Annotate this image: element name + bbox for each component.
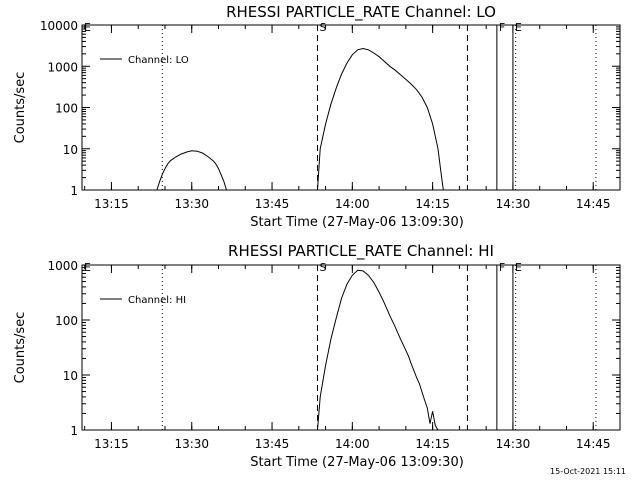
x-tick-label: 13:30 [174,437,209,451]
y-tick-label: 10 [63,369,78,383]
y-tick-label: 1000 [47,259,78,273]
y-tick-label: 10000 [40,19,78,33]
series-line [317,47,444,191]
x-tick-label: 14:00 [335,197,370,211]
chart-title: RHESSI PARTICLE_RATE Channel: HI [228,242,494,261]
footer-timestamp: 15-Oct-2021 15:11 [550,467,626,476]
x-tick-label: 14:30 [496,437,531,451]
marker-label: S [320,21,327,34]
x-axis-label: Start Time (27-May-06 13:09:30) [250,455,464,470]
hi-channel-panel: RHESSI PARTICLE_RATE Channel: HI 13:15 13:… [13,242,621,470]
x-tick-label: 14:30 [496,197,531,211]
x-tick-label: 13:15 [94,437,129,451]
x-tick-label: 14:15 [415,437,450,451]
x-tick-label: 14:00 [335,437,370,451]
marker-label: S [320,261,327,274]
x-tick-label: 14:45 [576,437,611,451]
marker-label: F [499,261,505,274]
plot-frame [81,264,621,431]
y-tick-label: 100 [55,102,78,116]
marker-label: F [499,21,505,34]
y-tick-label: 1 [70,184,78,198]
x-axis-label: Start Time (27-May-06 13:09:30) [250,215,464,230]
x-tick-label: 13:45 [255,197,290,211]
legend-label: Channel: HI [128,295,186,306]
y-axis-label: Counts/sec [13,312,28,384]
legend-label: Channel: LO [128,55,189,66]
series-line [156,150,227,191]
marker-label: E [515,261,522,274]
y-axis-label: Counts/sec [13,72,28,144]
marker-label: E [84,21,91,34]
y-tick-label: 1 [70,424,78,438]
marker-label: E [84,261,91,274]
x-tick-label: 13:15 [94,197,129,211]
chart-title: RHESSI PARTICLE_RATE Channel: LO [226,3,496,22]
lo-channel-panel: RHESSI PARTICLE_RATE Channel: LO 13:15 13:… [13,3,621,230]
series-line [317,269,439,431]
x-tick-label: 13:30 [174,197,209,211]
marker-label: E [515,21,522,34]
y-tick-label: 1000 [47,60,78,74]
x-tick-label: 14:45 [576,197,611,211]
y-tick-label: 100 [55,314,78,328]
x-tick-label: 13:45 [255,437,290,451]
y-tick-label: 10 [63,143,78,157]
x-tick-label: 14:15 [415,197,450,211]
